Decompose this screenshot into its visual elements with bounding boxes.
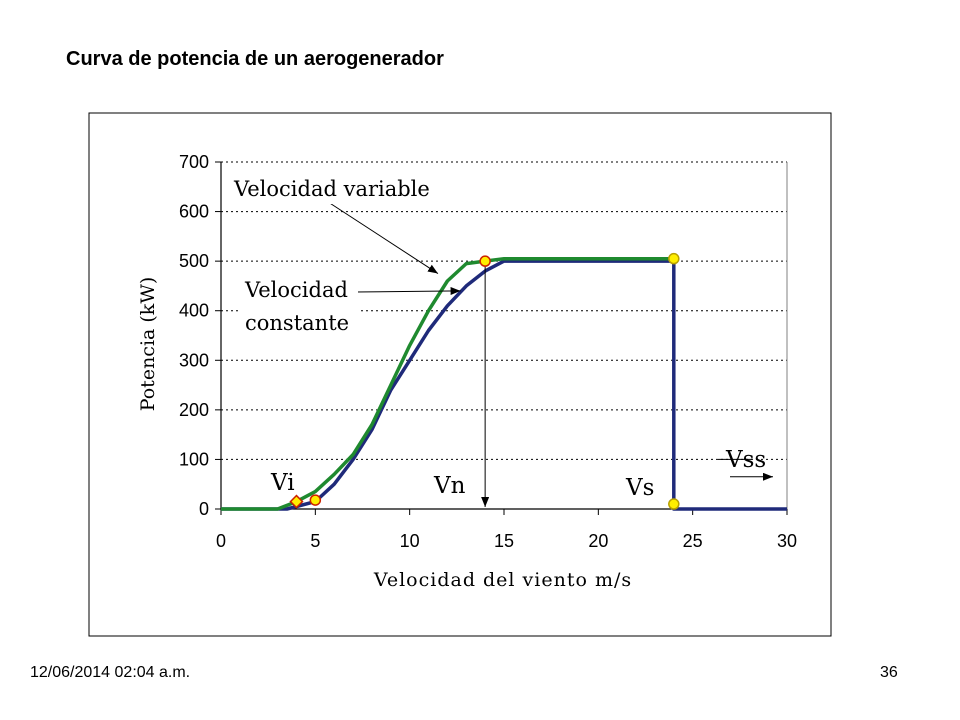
footer-date: 12/06/2014 02:04 a.m. [30,664,191,681]
y-tick-label-0: 0 [199,499,209,519]
arrow-variable-speed [321,197,439,274]
y-tick-label-500: 500 [179,251,209,271]
y-tick-label-200: 200 [179,400,209,420]
y-tick-label-600: 600 [179,202,209,222]
y-tick-label-700: 700 [179,152,209,172]
grid-lines [221,161,788,509]
x-tick-label-10: 10 [400,531,420,551]
marker-point-1 [309,494,322,506]
page-number: 36 [880,664,898,681]
vs-label: Vs [625,475,654,501]
variable-speed-label: Velocidad variable [233,177,430,201]
vss-label: Vss [725,447,766,473]
x-tick-label-0: 0 [216,531,226,551]
vn-label: Vn [433,473,466,499]
x-axis-label: Velocidad del viento m/s [373,569,632,591]
chart-frame [88,112,832,637]
y-tick-label-400: 400 [179,301,209,321]
marker-point-2 [479,255,491,267]
x-tick-label-15: 15 [494,531,514,551]
marker-point-3 [668,252,680,265]
variable-label-box [230,174,435,204]
constant-speed-label-1: Velocidad [244,278,348,302]
x-tick-label-5: 5 [310,531,320,551]
marker-point-0 [289,494,304,509]
y-axis-label: Potencia (kW) [137,277,159,412]
marker-point-4 [668,498,680,510]
tick-labels: 0 100 200 300 400 500 600 700 0 5 10 15 20 25 30 [179,152,797,551]
x-tick-label-20: 20 [588,531,608,551]
y-tick-label-300: 300 [179,350,209,370]
arrow-constant-speed [354,286,461,295]
series-line-variable [221,256,674,511]
constant-speed-label-2: constante [245,311,349,335]
x-tick-label-30: 30 [777,531,797,551]
markers [289,252,680,510]
constant-label-box [240,274,358,340]
vi-label: Vi [270,470,295,496]
x-tick-label-25: 25 [683,531,703,551]
slide-title: Curva de potencia de un aerogenerador [66,48,444,70]
y-tick-label-100: 100 [179,449,209,469]
annotation-arrows [321,197,773,507]
